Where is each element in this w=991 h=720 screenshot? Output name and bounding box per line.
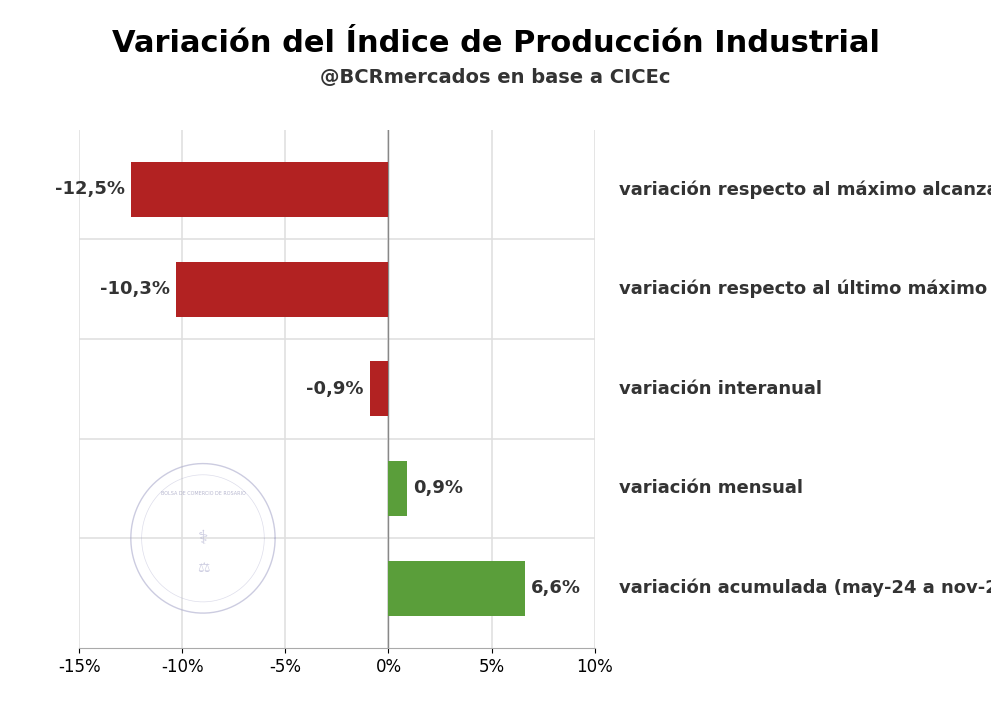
Text: -10,3%: -10,3% xyxy=(100,280,170,298)
Bar xyxy=(131,162,388,217)
Text: 6,6%: 6,6% xyxy=(531,579,581,597)
Text: @BCRmercados en base a CICEc: @BCRmercados en base a CICEc xyxy=(320,68,671,87)
Text: variación respecto al último máximo (may-22): variación respecto al último máximo (may… xyxy=(619,280,991,298)
Text: variación acumulada (may-24 a nov-24): variación acumulada (may-24 a nov-24) xyxy=(619,579,991,598)
Text: 0,9%: 0,9% xyxy=(413,480,463,498)
Text: -0,9%: -0,9% xyxy=(306,379,364,397)
Text: variación interanual: variación interanual xyxy=(619,379,823,397)
Text: variación mensual: variación mensual xyxy=(619,480,804,498)
Text: Variación del Índice de Producción Industrial: Variación del Índice de Producción Indus… xyxy=(112,29,879,58)
Text: BOLSA DE COMERCIO DE ROSARIO: BOLSA DE COMERCIO DE ROSARIO xyxy=(161,491,246,496)
Bar xyxy=(388,561,524,616)
Text: variación respecto al máximo alcanzado (nov-11): variación respecto al máximo alcanzado (… xyxy=(619,180,991,199)
Bar xyxy=(176,261,388,317)
Bar xyxy=(370,361,388,416)
Text: -12,5%: -12,5% xyxy=(55,181,125,199)
Bar xyxy=(388,461,407,516)
Text: ⚖: ⚖ xyxy=(196,562,209,575)
Text: ⚕: ⚕ xyxy=(198,528,208,548)
